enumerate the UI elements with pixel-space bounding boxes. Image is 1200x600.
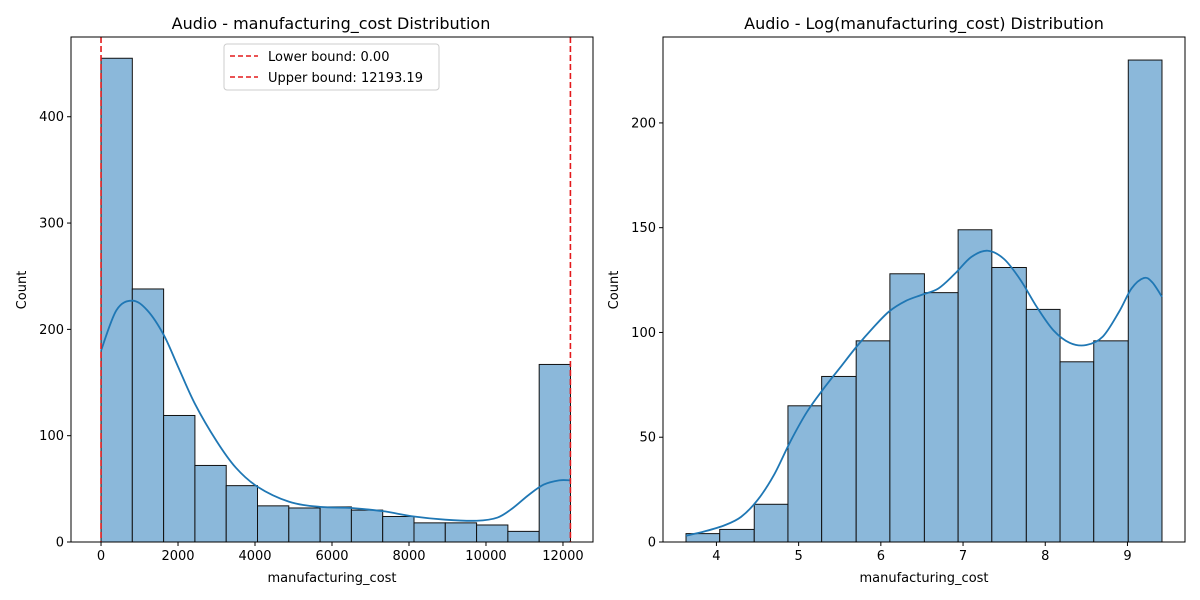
- chart-title: Audio - Log(manufacturing_cost) Distribu…: [744, 14, 1104, 34]
- bound-lines: [100, 37, 572, 542]
- y-axis-label: Count: [15, 271, 30, 310]
- y-tick-label: 100: [39, 429, 64, 444]
- x-tick-label: 2000: [161, 549, 194, 564]
- histogram-bar: [889, 273, 925, 543]
- y-axis-label: Count: [607, 271, 622, 310]
- y-tick-label: 200: [39, 323, 64, 338]
- x-axis-ticks: 0 2000 4000 6000 8000 10000 12000: [97, 542, 584, 564]
- histogram-bar: [350, 509, 384, 543]
- histogram-bar: [444, 522, 478, 543]
- y-tick-label: 400: [39, 110, 64, 125]
- x-tick-label: 12000: [542, 549, 583, 564]
- x-axis-label: manufacturing_cost: [267, 571, 396, 586]
- y-tick-label: 100: [631, 326, 656, 341]
- kde-line: [685, 249, 1163, 537]
- chart-panel-log: Audio - Log(manufacturing_cost) Distribu…: [607, 14, 1186, 586]
- legend: Lower bound: 0.00 Upper bound: 12193.19: [223, 43, 440, 91]
- y-axis-ticks: 0 50 100 150 200: [631, 116, 663, 551]
- histogram-bar: [923, 292, 959, 543]
- histogram-bar: [163, 414, 196, 543]
- y-tick-label: 200: [631, 116, 656, 131]
- histogram-bar: [225, 485, 259, 543]
- legend-label-lower: Lower bound: 0.00: [268, 50, 389, 65]
- x-tick-label: 6000: [315, 549, 348, 564]
- histogram-bar: [1025, 308, 1061, 543]
- chart-panel-raw: Audio - manufacturing_cost Distribution …: [15, 14, 594, 586]
- y-tick-label: 50: [639, 431, 656, 446]
- histogram-bar: [257, 505, 290, 543]
- histogram-bar: [787, 405, 823, 543]
- x-tick-label: 4: [712, 549, 720, 564]
- chart-title: Audio - manufacturing_cost Distribution: [172, 14, 491, 34]
- histogram-bar: [288, 507, 321, 543]
- histogram-bar: [507, 530, 540, 543]
- histogram-bars: [685, 59, 1163, 543]
- y-tick-label: 0: [56, 536, 64, 551]
- y-tick-label: 300: [39, 217, 64, 232]
- x-tick-label: 8000: [392, 549, 425, 564]
- histogram-bar: [1093, 340, 1129, 543]
- x-tick-label: 4000: [238, 549, 271, 564]
- histogram-bar: [753, 503, 789, 543]
- kde-curve-group: [100, 299, 571, 522]
- y-tick-label: 0: [648, 536, 656, 551]
- x-axis-ticks: 4 5 6 7 8 9: [712, 542, 1132, 564]
- legend-box: [223, 43, 440, 91]
- x-axis-label: manufacturing_cost: [859, 571, 988, 586]
- x-tick-label: 6: [877, 549, 885, 564]
- histogram-bar: [1127, 59, 1163, 543]
- histogram-bar: [382, 515, 415, 543]
- histogram-bar: [538, 363, 571, 543]
- legend-label-upper: Upper bound: 12193.19: [268, 71, 423, 86]
- kde-curve-group: [685, 249, 1163, 537]
- plot-frame: [662, 36, 1186, 543]
- x-tick-label: 0: [97, 549, 105, 564]
- histogram-bar: [194, 464, 227, 543]
- x-tick-label: 8: [1041, 549, 1049, 564]
- histogram-bar: [991, 266, 1027, 543]
- kde-line: [100, 299, 571, 522]
- histogram-bar: [855, 340, 891, 543]
- x-tick-label: 9: [1123, 549, 1131, 564]
- histogram-bar: [100, 57, 133, 543]
- y-axis-ticks: 0 100 200 300 400: [39, 110, 71, 551]
- x-tick-label: 7: [959, 549, 967, 564]
- histogram-bar: [476, 524, 509, 543]
- x-tick-label: 5: [794, 549, 802, 564]
- y-tick-label: 150: [631, 221, 656, 236]
- histogram-bar: [413, 522, 446, 543]
- histogram-bar: [821, 375, 857, 543]
- histogram-bar: [1059, 361, 1095, 543]
- histogram-bars: [100, 57, 571, 543]
- x-tick-label: 10000: [465, 549, 506, 564]
- histogram-bar: [319, 506, 352, 543]
- histogram-bar: [719, 528, 755, 543]
- histogram-bar: [957, 229, 993, 543]
